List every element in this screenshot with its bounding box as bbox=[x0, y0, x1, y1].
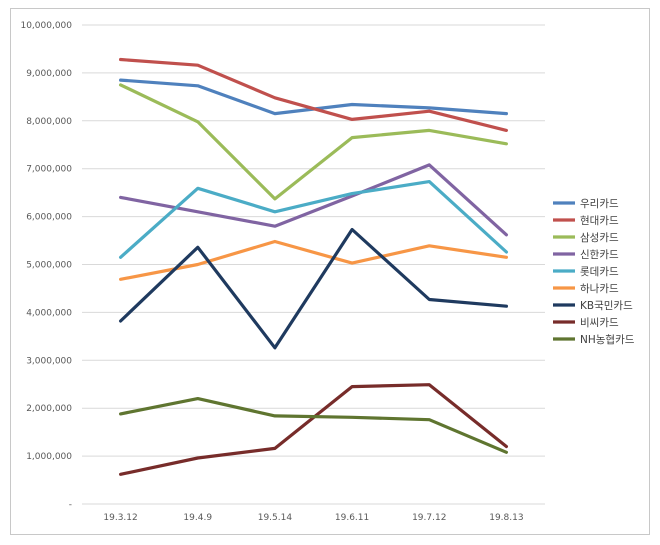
y-tick-label: 10,000,000 bbox=[20, 21, 72, 31]
series-lines bbox=[118, 57, 508, 476]
x-tick-label: 19.8.13 bbox=[489, 513, 523, 523]
y-tick-label: 6,000,000 bbox=[26, 213, 72, 223]
y-tick-label: 9,000,000 bbox=[26, 69, 72, 79]
series-line-9 bbox=[118, 397, 508, 454]
y-tick-label: 5,000,000 bbox=[26, 261, 72, 271]
legend-label: 현대카드 bbox=[580, 215, 619, 227]
x-tick-label: 19.6.11 bbox=[335, 513, 369, 523]
x-tick-label: 19.3.12 bbox=[103, 513, 137, 523]
y-axis: - 1,000,000 2,000,000 3,000,000 4,000,000 5,0… bbox=[20, 21, 72, 510]
legend-item: 현대카드 bbox=[553, 215, 619, 227]
legend-label: NH농협카드 bbox=[580, 333, 635, 346]
series-line-5 bbox=[118, 180, 508, 259]
legend-item: 우리카드 bbox=[553, 198, 619, 210]
series-line-6 bbox=[118, 239, 508, 281]
grid-lines bbox=[82, 24, 545, 505]
series-line-3 bbox=[118, 83, 508, 201]
chart-frame bbox=[10, 8, 650, 535]
legend-label: 비씨카드 bbox=[580, 317, 619, 329]
legend-label: 롯데카드 bbox=[580, 266, 619, 278]
y-tick-label: - bbox=[69, 500, 72, 510]
y-tick-label: 1,000,000 bbox=[26, 452, 72, 462]
legend-item: 신한카드 bbox=[553, 249, 619, 261]
series-line-4 bbox=[118, 163, 508, 237]
x-tick-label: 19.5.14 bbox=[258, 513, 293, 523]
y-tick-label: 7,000,000 bbox=[26, 165, 72, 175]
y-tick-label: 3,000,000 bbox=[26, 356, 72, 366]
series-line-2 bbox=[118, 57, 508, 132]
legend-label: 삼성카드 bbox=[580, 232, 619, 244]
y-tick-label: 8,000,000 bbox=[26, 117, 72, 127]
legend-label: 신한카드 bbox=[580, 249, 619, 261]
y-tick-label: 4,000,000 bbox=[26, 308, 72, 318]
x-tick-label: 19.7.12 bbox=[412, 513, 446, 523]
series-line-7 bbox=[118, 227, 508, 350]
legend-item: 비씨카드 bbox=[553, 317, 619, 329]
legend-item: 삼성카드 bbox=[553, 232, 619, 244]
x-axis: 19.3.12 19.4.9 19.5.14 19.6.11 19.7.12 19.8.1… bbox=[103, 513, 523, 523]
legend-item: KB국민카드 bbox=[553, 300, 633, 312]
legend-item: NH농협카드 bbox=[553, 333, 635, 346]
y-tick-label: 2,000,000 bbox=[26, 404, 72, 414]
legend-label: KB국민카드 bbox=[580, 300, 633, 312]
legend-item: 롯데카드 bbox=[553, 266, 619, 278]
legend-label: 우리카드 bbox=[580, 198, 619, 210]
legend-item: 하나카드 bbox=[553, 282, 619, 295]
x-tick-label: 19.4.9 bbox=[183, 513, 212, 523]
legend-label: 하나카드 bbox=[580, 282, 619, 295]
